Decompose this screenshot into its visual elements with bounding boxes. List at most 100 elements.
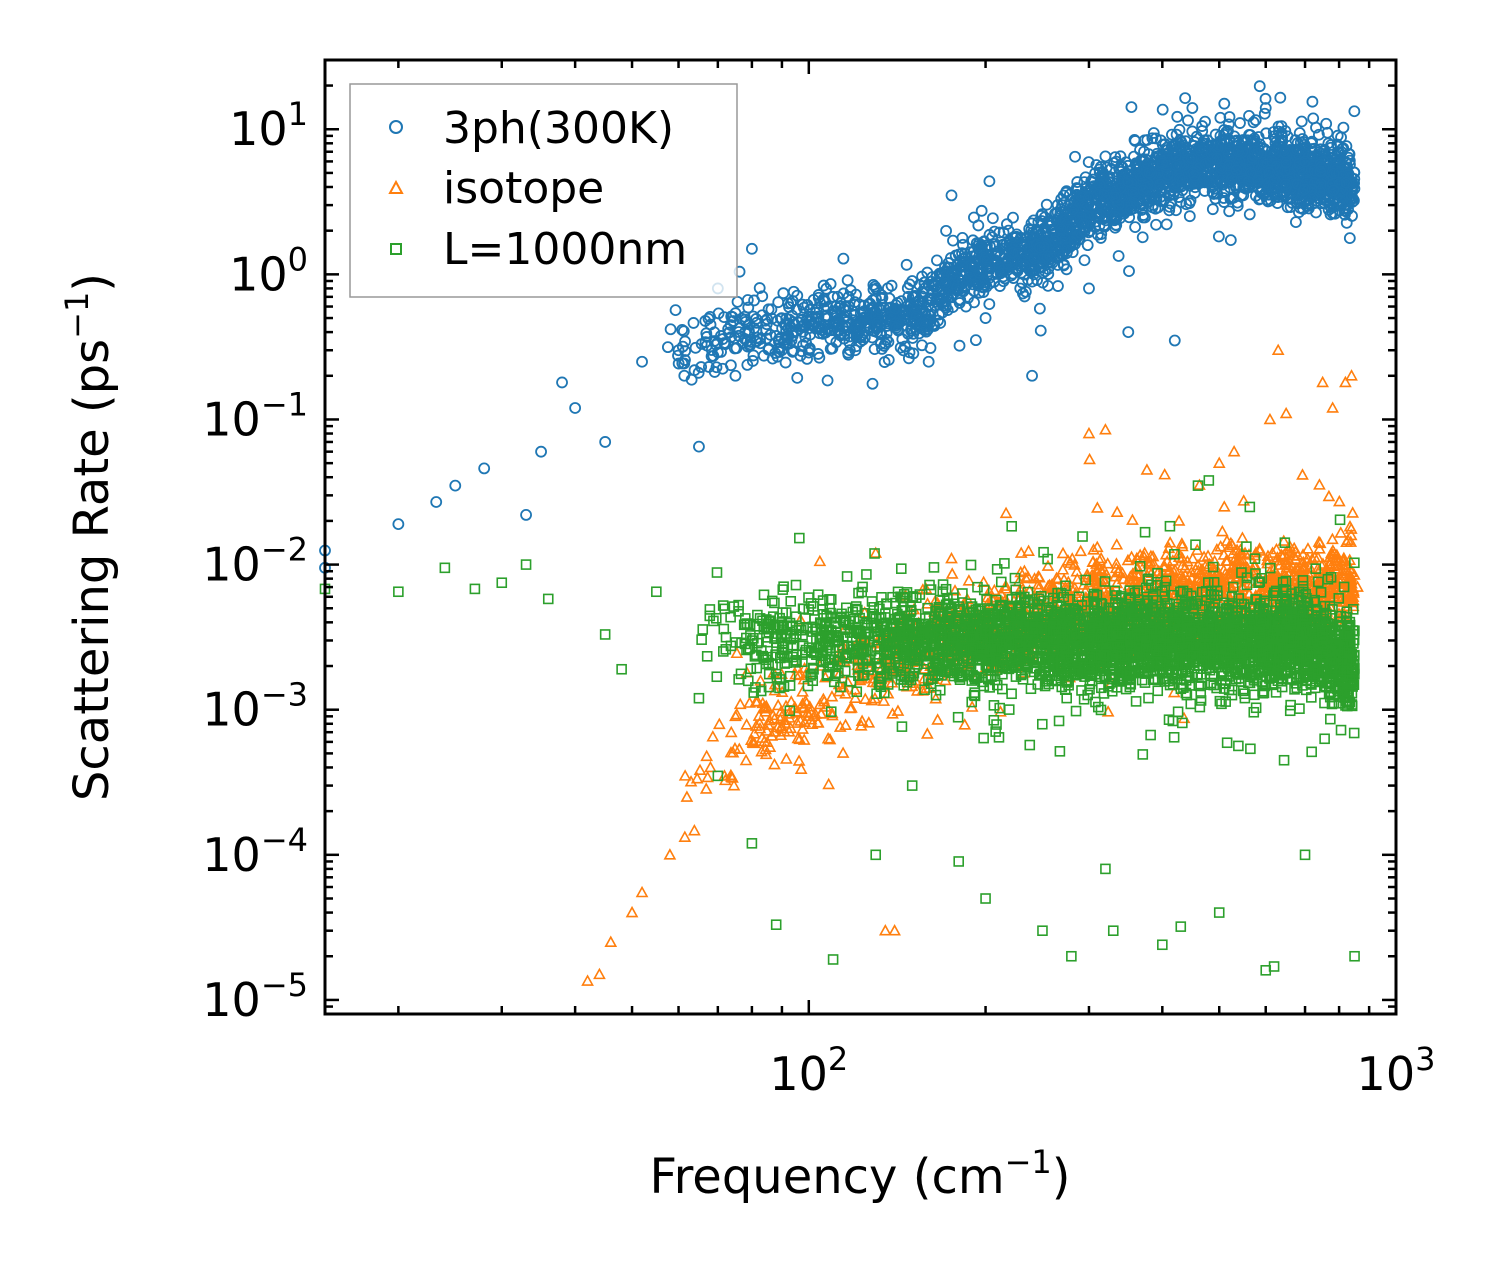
data-point [1347,371,1357,380]
scatter-point [984,176,994,186]
data-point [1318,377,1328,386]
scatter-point [1035,304,1045,314]
data-point [570,403,580,413]
scatter-point [781,754,791,763]
data-point [1187,103,1197,113]
data-point [583,976,593,985]
data-point [557,377,567,387]
scatter-point [1076,546,1086,555]
data-point [450,481,460,491]
scatter-point [1058,548,1068,557]
scatter-point [1001,508,1011,517]
scatter-point [1314,480,1324,489]
data-point [1281,408,1291,417]
data-point [600,437,610,447]
data-point [1219,502,1229,511]
data-point [880,926,890,935]
scatter-point [1226,235,1236,245]
data-point [479,463,489,473]
scatter-point [838,254,848,264]
scatter-point [695,765,705,774]
scatter-point [1291,217,1301,227]
scatter-point [663,342,673,352]
data-point [393,519,403,529]
scatter-point [726,360,736,370]
scatter-point [971,335,981,345]
data-point [1123,327,1133,337]
data-point [637,357,647,367]
scatter-point [1070,152,1080,162]
scatter-point [1112,540,1122,549]
scatter-point [1297,470,1307,479]
scatter-point [689,318,699,328]
scatter-point [1160,470,1170,479]
scatter-point [778,288,788,298]
scatter-point [1112,507,1122,516]
data-point [1214,458,1224,467]
scatter-point [794,756,804,765]
scatter-point [1138,232,1148,242]
scatter-point [1214,232,1224,242]
scatter-point [1158,105,1168,115]
scatter-point [988,213,998,223]
scatter-point [708,732,718,741]
scatter-point [1286,701,1295,710]
scatter-point [1334,497,1344,506]
scatter-point [1165,522,1174,531]
data-point [665,850,675,859]
scatter-point [1124,266,1134,276]
data-point [1100,425,1110,434]
data-point [1084,429,1094,438]
scatter-point [843,275,853,285]
scatter-point [1008,213,1018,223]
data-point [1100,151,1110,161]
scatter-point [741,755,751,764]
data-point [1084,283,1094,293]
scatter-point [798,687,808,696]
scatter-point [948,236,958,246]
scatter-point [671,305,681,315]
data-point [1027,371,1037,381]
data-point [637,887,647,896]
scatter-point [1307,747,1316,756]
scatter-point [1174,516,1184,525]
data-point [1219,99,1229,109]
scatter-point [1162,219,1172,229]
scatter-point [1126,102,1136,112]
scatter-point [1348,508,1358,517]
scatter-point [1255,81,1265,91]
scatter-point [1237,533,1247,542]
scatter-point [1042,200,1052,210]
data-point [730,371,740,381]
data-point [890,926,900,935]
scatter-point [1172,112,1182,122]
scatter-point [1170,733,1179,742]
scatter-point [1275,93,1285,103]
scatter-point [792,373,802,383]
data-point [1170,336,1180,346]
scatter-point [815,556,825,565]
scatter-point [714,719,724,728]
data-point [747,244,757,254]
data-point [536,447,546,457]
scatter-point [1127,515,1137,524]
scatter-point [868,379,878,389]
scatter-point [984,299,994,309]
scatter-point [1303,544,1313,553]
scatter-point [1324,491,1334,500]
scatter-point [922,729,932,738]
scatter-point [1036,326,1046,336]
scatter-point [1297,116,1307,126]
scatter-point [1180,93,1190,103]
scatter-point [701,784,711,793]
scatter-point [742,720,752,729]
scatter-point [1185,211,1195,221]
data-point [594,969,604,978]
scatter-point [1239,496,1249,505]
scatter-point [1085,454,1095,463]
scatter-point [666,324,676,334]
data-point [981,313,991,323]
scatter-point [1208,204,1218,214]
scatter-point [680,832,690,841]
